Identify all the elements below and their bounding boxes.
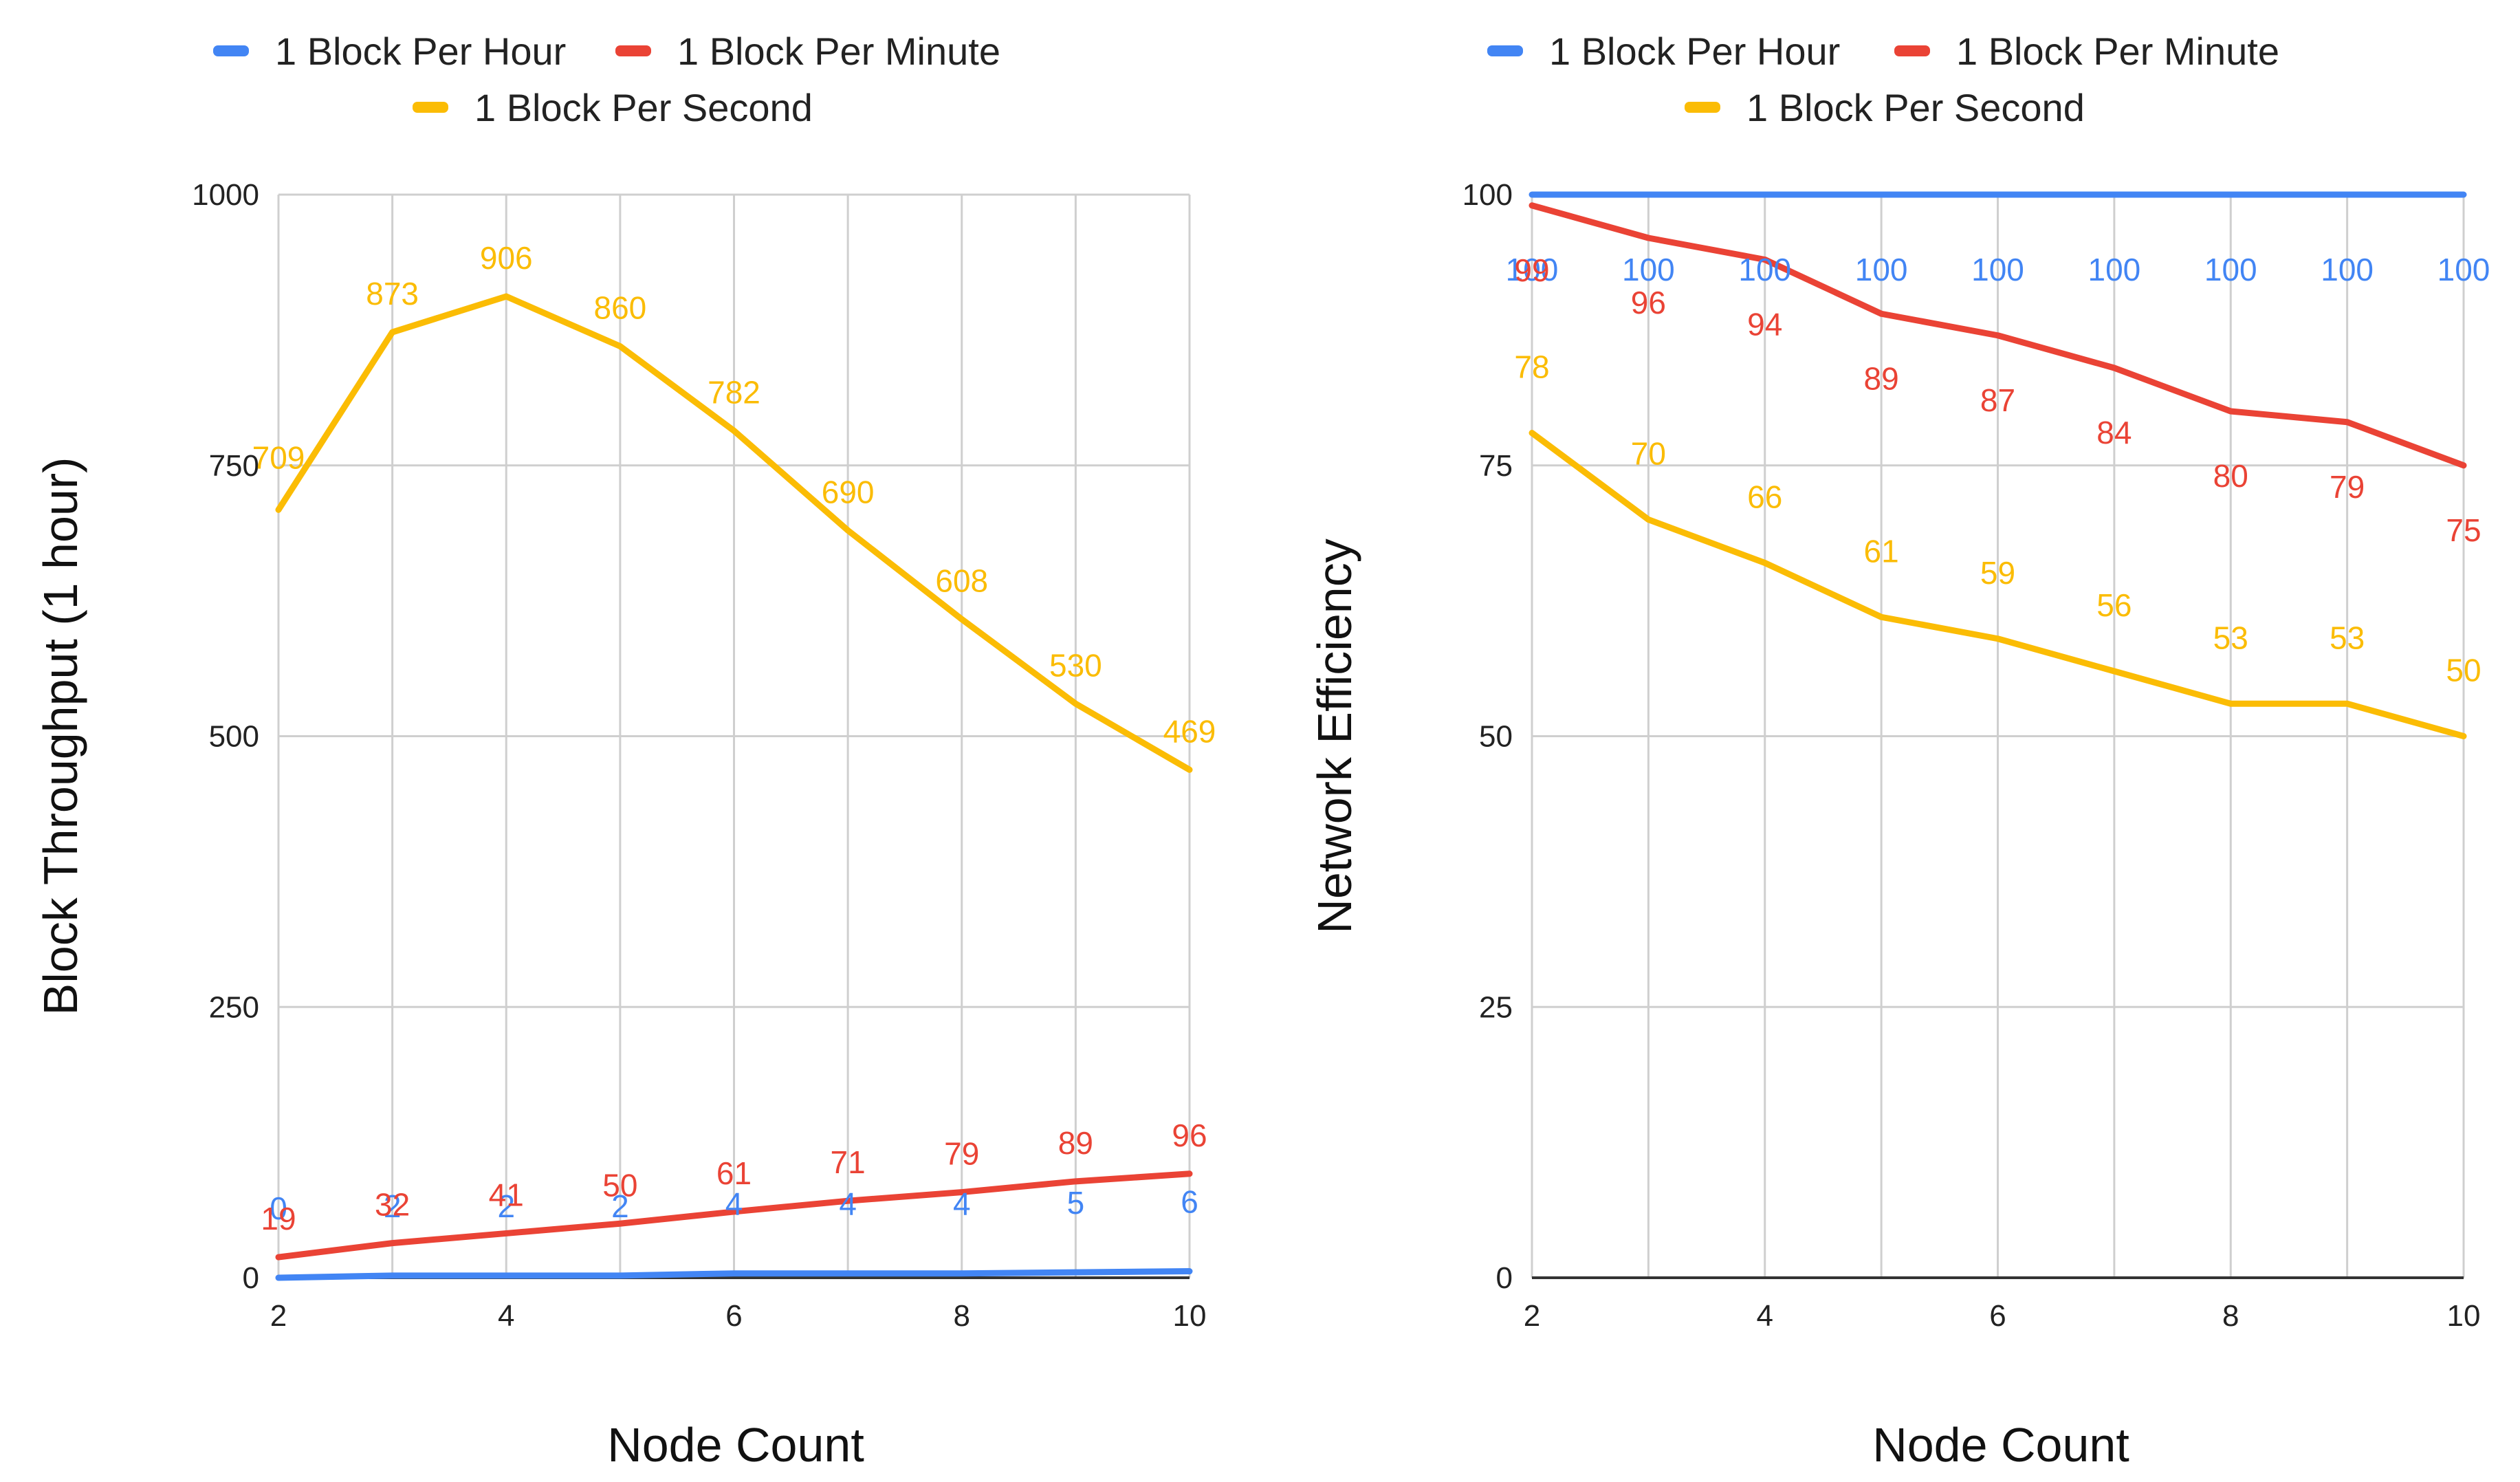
x-tick-label: 2 <box>1524 1299 1540 1333</box>
y-tick-label: 25 <box>1479 990 1513 1024</box>
data-label: 19 <box>261 1201 296 1236</box>
series-line <box>275 1170 1193 1261</box>
data-label: 100 <box>2437 252 2490 287</box>
y-tick-label: 75 <box>1479 449 1513 483</box>
data-label: 79 <box>2330 469 2365 505</box>
data-label: 61 <box>1864 533 1899 569</box>
data-label: 100 <box>2321 252 2374 287</box>
data-label: 0 <box>270 1190 287 1226</box>
y-tick-label: 50 <box>1479 720 1513 754</box>
legend-label: 1 Block Per Second <box>474 86 813 129</box>
data-label: 89 <box>1864 360 1899 396</box>
x-axis-title: Node Count <box>607 1418 864 1472</box>
data-label: 4 <box>725 1186 743 1222</box>
series-line <box>275 1268 1193 1281</box>
data-label: 873 <box>366 276 419 312</box>
data-label: 70 <box>1631 436 1666 472</box>
legend-swatch <box>1685 102 1720 113</box>
data-label: 2 <box>384 1188 402 1224</box>
data-label: 4 <box>839 1186 857 1222</box>
data-label: 860 <box>594 290 647 326</box>
data-label: 906 <box>480 240 533 276</box>
y-tick-label: 0 <box>243 1261 259 1295</box>
y-tick-label: 250 <box>209 990 259 1024</box>
data-label: 56 <box>2096 587 2132 623</box>
data-label: 100 <box>1738 252 1791 287</box>
data-label: 66 <box>1747 479 1782 515</box>
x-tick-label: 10 <box>1173 1299 1207 1333</box>
data-label: 100 <box>2088 252 2141 287</box>
data-label: 87 <box>1980 382 2015 418</box>
data-label: 53 <box>2213 620 2248 655</box>
data-label: 79 <box>944 1136 979 1172</box>
x-tick-label: 2 <box>270 1299 287 1333</box>
series-line <box>275 293 1193 773</box>
data-label: 469 <box>1163 713 1216 749</box>
data-label: 2 <box>497 1188 515 1224</box>
data-label: 61 <box>716 1155 752 1191</box>
data-label: 94 <box>1747 307 1782 342</box>
x-tick-label: 4 <box>1757 1299 1773 1333</box>
data-label: 71 <box>831 1144 866 1180</box>
y-tick-label: 100 <box>1462 178 1513 212</box>
y-tick-label: 750 <box>209 449 259 483</box>
x-tick-label: 6 <box>1989 1299 2006 1333</box>
y-axis-title: Network Efficiency <box>1308 538 1361 933</box>
legend-label: 1 Block Per Hour <box>1549 30 1840 73</box>
legend-swatch <box>1894 45 1930 56</box>
series-line <box>1529 202 2467 469</box>
y-tick-label: 0 <box>1496 1261 1513 1295</box>
y-tick-label: 500 <box>209 720 259 754</box>
data-label: 100 <box>1506 252 1559 287</box>
x-axis-title: Node Count <box>1872 1418 2129 1472</box>
data-label: 96 <box>1172 1118 1207 1153</box>
legend-swatch <box>213 45 249 56</box>
x-tick-label: 10 <box>2447 1299 2481 1333</box>
legend-swatch <box>1487 45 1523 56</box>
legend-label: 1 Block Per Minute <box>677 30 1000 73</box>
data-label: 99 <box>1514 252 1549 288</box>
data-label: 100 <box>1622 252 1675 287</box>
y-tick-label: 1000 <box>192 178 259 212</box>
data-label: 89 <box>1058 1125 1093 1161</box>
x-tick-label: 4 <box>498 1299 514 1333</box>
data-label: 709 <box>252 439 305 475</box>
x-tick-label: 8 <box>2222 1299 2239 1333</box>
x-tick-label: 6 <box>725 1299 742 1333</box>
data-label: 690 <box>822 474 875 510</box>
data-label: 59 <box>1980 555 2015 591</box>
efficiency-chart: 0 25 50 75 100 2 4 6 8 10 Node Count Network Effici… <box>1308 30 2490 1472</box>
data-label: 608 <box>935 563 988 598</box>
data-label: 96 <box>1631 285 1666 320</box>
data-label: 78 <box>1514 349 1549 385</box>
x-tick-label: 8 <box>954 1299 970 1333</box>
data-label: 5 <box>1067 1185 1085 1221</box>
legend-label: 1 Block Per Hour <box>275 30 566 73</box>
data-label: 100 <box>2204 252 2257 287</box>
legend-label: 1 Block Per Second <box>1746 86 2085 129</box>
data-label: 100 <box>1855 252 1908 287</box>
data-label: 32 <box>375 1187 410 1223</box>
legend-label: 1 Block Per Minute <box>1956 30 2279 73</box>
data-label: 75 <box>2446 512 2481 548</box>
data-label: 4 <box>953 1186 971 1222</box>
data-label: 80 <box>2213 458 2248 494</box>
data-label: 530 <box>1049 647 1102 683</box>
data-label: 782 <box>708 374 760 410</box>
data-label: 84 <box>2096 415 2132 450</box>
data-label: 53 <box>2330 620 2365 655</box>
legend-swatch <box>413 102 448 113</box>
data-label: 41 <box>489 1177 524 1212</box>
data-label: 100 <box>1971 252 2024 287</box>
data-label: 2 <box>611 1188 629 1224</box>
data-label: 50 <box>602 1167 637 1203</box>
data-label: 50 <box>2446 653 2481 688</box>
legend-swatch <box>615 45 651 56</box>
series-line <box>1529 430 2467 739</box>
data-label: 6 <box>1181 1184 1198 1220</box>
y-axis-title: Block Throughput (1 hour) <box>34 457 87 1016</box>
